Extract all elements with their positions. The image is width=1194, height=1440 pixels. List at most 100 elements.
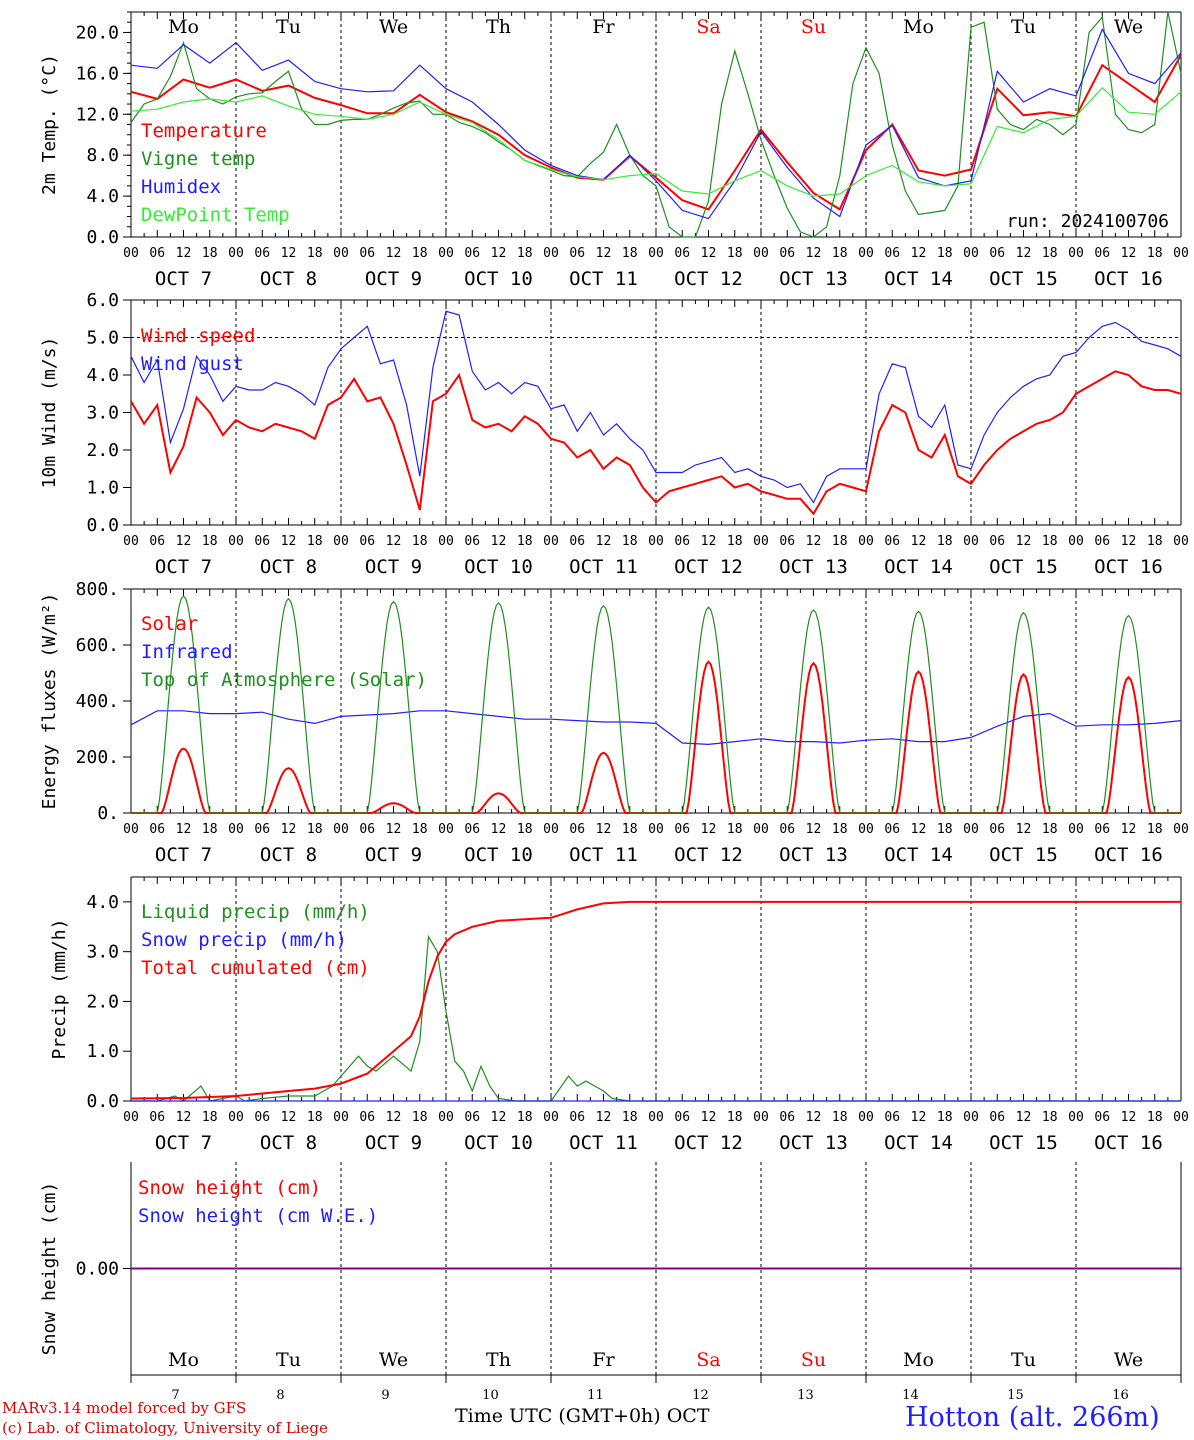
hour-tick-label: 12: [701, 822, 717, 837]
hour-tick-label: 00: [438, 534, 454, 549]
panel-5: [123, 1162, 1182, 1376]
hour-tick-label: 12: [281, 822, 297, 837]
hour-tick-label: 12: [596, 246, 612, 261]
legend-entry: Snow height (cm): [138, 1177, 321, 1199]
date-label: OCT 9: [365, 268, 422, 290]
hour-tick-label: 18: [412, 246, 428, 261]
date-label: OCT 12: [674, 268, 743, 290]
hour-tick-label: 06: [569, 246, 585, 261]
hour-tick-label: 12: [701, 534, 717, 549]
hour-tick-label: 18: [1042, 1110, 1058, 1125]
hour-tick-label: 12: [281, 1110, 297, 1125]
weekday-label-bottom: Mo: [903, 1349, 934, 1371]
date-label: OCT 12: [674, 1132, 743, 1154]
hour-tick-label: 06: [464, 1110, 480, 1125]
weekday-label-bottom: Sa: [696, 1349, 720, 1371]
date-label: OCT 15: [989, 556, 1058, 578]
hour-tick-label: 06: [779, 1110, 795, 1125]
hour-tick-label: 00: [858, 822, 874, 837]
y-tick-label: 600.: [76, 635, 119, 656]
hour-tick-label: 00: [963, 1110, 979, 1125]
hour-tick-label: 12: [176, 1110, 192, 1125]
weekday-label-top: Tu: [276, 16, 301, 38]
weekday-label-top: Fr: [592, 16, 615, 38]
series-line-temperature: [130, 54, 1182, 211]
hour-tick-label: 00: [753, 1110, 769, 1125]
date-label: OCT 12: [674, 556, 743, 578]
hour-tick-label: 12: [1016, 1110, 1032, 1125]
hour-tick-label: 18: [517, 1110, 533, 1125]
hour-tick-label: 12: [386, 246, 402, 261]
y-axis-label: 10m Wind (m/s): [39, 337, 60, 489]
y-tick-label: 6.0: [86, 290, 119, 311]
weekday-label-bottom: We: [379, 1349, 408, 1371]
hour-tick-label: 06: [149, 534, 165, 549]
hour-tick-label: 12: [1121, 1110, 1137, 1125]
weekday-label-top: Th: [486, 16, 511, 38]
hour-tick-label: 00: [333, 246, 349, 261]
legend-entry: Infrared: [141, 641, 233, 663]
date-label: OCT 13: [779, 556, 848, 578]
hour-tick-label: 00: [648, 246, 664, 261]
hour-tick-label: 12: [911, 246, 927, 261]
series-line-dewpoint-temp: [130, 86, 1182, 197]
y-tick-label: 4.0: [86, 365, 119, 386]
x-axis-title: Time UTC (GMT+0h) OCT: [455, 1405, 710, 1427]
legend-entry: Solar: [141, 613, 198, 635]
hour-tick-label: 06: [884, 246, 900, 261]
hour-tick-label: 06: [779, 822, 795, 837]
date-label: OCT 13: [779, 1132, 848, 1154]
y-tick-label: 0.0: [86, 1091, 119, 1112]
date-label: OCT 13: [779, 844, 848, 866]
hour-tick-label: 06: [464, 534, 480, 549]
hour-tick-label: 12: [1016, 822, 1032, 837]
date-label: OCT 8: [260, 844, 317, 866]
hour-tick-label: 00: [753, 822, 769, 837]
legend-entry: Top of Atmosphere (Solar): [141, 669, 427, 691]
hour-tick-label: 18: [727, 246, 743, 261]
hour-tick-label: 18: [1147, 1110, 1163, 1125]
legend-entry: DewPoint Temp: [141, 204, 290, 226]
hour-tick-label: 06: [359, 246, 375, 261]
hour-tick-label: 18: [727, 534, 743, 549]
hour-tick-label: 06: [464, 246, 480, 261]
hour-tick-label: 12: [281, 534, 297, 549]
series-line-infrared: [130, 710, 1182, 746]
hour-tick-label: 00: [228, 534, 244, 549]
y-tick-label: 0.: [97, 803, 119, 824]
model-credit: MARv3.14 model forced by GFS: [2, 1399, 247, 1417]
hour-tick-label: 12: [281, 246, 297, 261]
legend-entry: Wind gust: [141, 353, 244, 375]
hour-tick-label: 18: [1042, 822, 1058, 837]
y-axis-label: Snow height (cm): [39, 1182, 60, 1355]
hour-tick-label: 00: [648, 1110, 664, 1125]
hour-tick-label: 18: [622, 1110, 638, 1125]
panel-2: [123, 299, 1182, 526]
y-tick-label: 200.: [76, 747, 119, 768]
legend-entry: Snow height (cm W.E.): [138, 1205, 378, 1227]
date-label: OCT 8: [260, 268, 317, 290]
y-tick-label: 0.0: [86, 227, 119, 248]
hour-tick-label: 06: [254, 246, 270, 261]
hour-tick-label: 06: [779, 246, 795, 261]
hour-tick-label: 18: [307, 534, 323, 549]
hour-tick-label: 18: [1147, 822, 1163, 837]
hour-tick-label: 12: [806, 534, 822, 549]
legend-entry: Liquid precip (mm/h): [141, 901, 370, 923]
day-number-label: 10: [482, 1388, 499, 1403]
date-label: OCT 12: [674, 844, 743, 866]
hour-tick-label: 18: [622, 534, 638, 549]
date-label: OCT 9: [365, 1132, 422, 1154]
hour-tick-label: 00: [1173, 1110, 1189, 1125]
hour-tick-label: 18: [202, 1110, 218, 1125]
y-tick-label: 0.00: [76, 1259, 119, 1280]
hour-tick-label: 18: [622, 822, 638, 837]
weekday-label-bottom: We: [1114, 1349, 1143, 1371]
hour-tick-label: 12: [1016, 246, 1032, 261]
hour-tick-label: 12: [806, 822, 822, 837]
hour-tick-label: 18: [202, 822, 218, 837]
hour-tick-label: 18: [832, 246, 848, 261]
hour-tick-label: 00: [963, 822, 979, 837]
hour-tick-label: 12: [491, 1110, 507, 1125]
weekday-label-bottom: Th: [486, 1349, 511, 1371]
